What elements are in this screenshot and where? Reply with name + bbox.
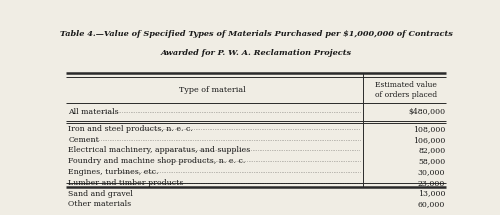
Text: Table 4.—Value of Specified Types of Materials Purchased per $1,000,000 of Contr: Table 4.—Value of Specified Types of Mat… [60,30,452,38]
Text: 106,000: 106,000 [413,136,446,144]
Text: Engines, turbines, etc.: Engines, turbines, etc. [68,168,159,176]
Text: Estimated value
of orders placed: Estimated value of orders placed [376,81,438,99]
Text: 30,000: 30,000 [418,168,446,176]
Text: All materials: All materials [68,108,119,116]
Text: Sand and gravel: Sand and gravel [68,189,133,198]
Text: Awarded for P. W. A. Reclamation Projects: Awarded for P. W. A. Reclamation Project… [160,49,352,57]
Text: Iron and steel products, n. e. c.: Iron and steel products, n. e. c. [68,125,193,133]
Text: 82,000: 82,000 [418,146,446,154]
Text: Electrical machinery, apparatus, and supplies: Electrical machinery, apparatus, and sup… [68,146,250,154]
Text: $480,000: $480,000 [408,108,446,116]
Text: Cement: Cement [68,136,99,144]
Text: Lumber and timber products: Lumber and timber products [68,179,184,187]
Text: 23,000: 23,000 [418,179,446,187]
Text: 58,000: 58,000 [418,157,446,165]
Text: Other materials: Other materials [68,200,132,208]
Text: Type of material: Type of material [180,86,246,94]
Text: 108,000: 108,000 [413,125,446,133]
Text: 60,000: 60,000 [418,200,446,208]
Text: 13,000: 13,000 [418,189,446,198]
Text: Foundry and machine shop products, n. e. c.: Foundry and machine shop products, n. e.… [68,157,246,165]
